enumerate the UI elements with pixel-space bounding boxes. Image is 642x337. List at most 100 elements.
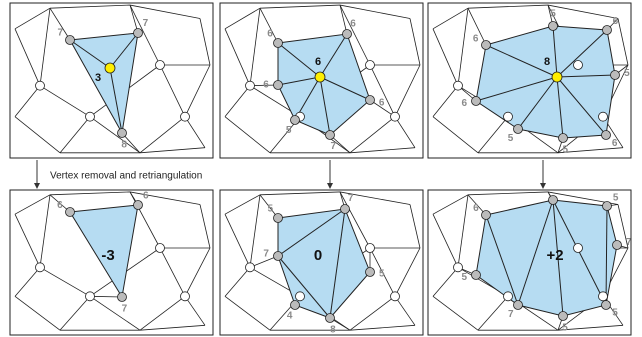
vertex <box>273 251 283 261</box>
vertex <box>513 124 523 134</box>
vertex <box>245 262 255 273</box>
edge <box>369 64 396 117</box>
degree-label: 5 <box>550 9 556 20</box>
edge <box>159 64 186 117</box>
vertex <box>601 300 611 310</box>
spoke <box>277 76 321 86</box>
edge <box>39 85 91 118</box>
edge <box>129 4 201 19</box>
vertex <box>325 313 335 323</box>
vertex <box>598 291 608 302</box>
spoke <box>556 29 608 78</box>
edge <box>39 194 51 268</box>
panel: 7 7 8 3 <box>9 2 214 159</box>
vertex <box>481 210 491 220</box>
vertex <box>558 133 568 143</box>
spoke <box>69 39 111 69</box>
panel-content: 6 5 6 5 6 5 5 6 8 <box>428 3 631 158</box>
degree-label: 8 <box>330 324 336 335</box>
vertex <box>548 195 558 205</box>
panel-label: 0 <box>314 247 322 264</box>
edge <box>605 205 608 306</box>
panel-label: 8 <box>544 56 550 68</box>
panel-label: -3 <box>101 247 114 264</box>
degree-label: 5 <box>612 308 618 319</box>
edge <box>457 8 469 86</box>
panel: 5 7 5 8 4 7 0 <box>219 189 424 336</box>
spoke <box>319 33 348 78</box>
degree-label: 6 <box>379 98 385 109</box>
edge <box>259 4 341 9</box>
removed-vertex <box>104 62 116 74</box>
degree-label: 5 <box>461 272 467 283</box>
vertex <box>365 95 375 105</box>
edge <box>394 116 416 148</box>
vertex <box>390 291 400 302</box>
panel-label: 3 <box>95 72 101 84</box>
panel-content: 6 6 7 -3 <box>10 190 213 335</box>
vertex <box>133 28 143 38</box>
edge <box>14 213 41 268</box>
vertex <box>290 300 300 310</box>
edge <box>49 4 131 9</box>
degree-label: 7 <box>348 193 354 204</box>
edge <box>224 7 261 30</box>
vertex <box>325 130 335 140</box>
edge <box>432 7 469 30</box>
vertex <box>35 262 45 273</box>
vertex <box>365 243 375 253</box>
degree-label: 7 <box>263 248 269 259</box>
vertex <box>273 213 283 223</box>
edge <box>617 18 629 66</box>
panel-frame <box>9 2 214 159</box>
edge <box>14 116 61 154</box>
vertex <box>481 40 491 50</box>
spoke <box>556 76 564 139</box>
caption: Vertex removal and retriangulation <box>50 171 202 182</box>
degree-label: 8 <box>121 139 127 150</box>
edge <box>39 8 51 86</box>
vertex <box>117 292 127 302</box>
removed-vertex <box>551 71 563 83</box>
edge <box>89 296 141 331</box>
edge <box>184 247 211 297</box>
degree-label: 5 <box>267 203 273 214</box>
edge <box>617 204 629 249</box>
vertex <box>290 115 300 125</box>
panel-label: 6 <box>315 56 321 68</box>
degree-label: 6 <box>473 34 479 45</box>
panel-content: 6 6 5 7 5 5 7 5 +2 <box>428 190 631 335</box>
edge <box>224 267 251 297</box>
vertex <box>340 204 350 214</box>
vertex <box>573 243 583 253</box>
shaded-region <box>69 204 139 299</box>
panel-frame <box>9 189 214 336</box>
edge <box>467 4 549 9</box>
edge <box>49 191 131 196</box>
degree-label: 6 <box>263 79 269 90</box>
removed-vertex <box>314 71 326 83</box>
spoke <box>517 76 558 130</box>
edge <box>184 116 206 148</box>
edge <box>394 296 416 326</box>
edge <box>432 296 479 331</box>
vertex <box>65 207 75 217</box>
edge <box>339 4 371 66</box>
edge <box>224 85 251 117</box>
panel-frame <box>219 2 424 159</box>
edge <box>249 255 279 268</box>
spoke <box>556 74 616 78</box>
degree-label: 6 <box>143 190 149 201</box>
vertex <box>453 262 463 273</box>
degree-label: 7 <box>122 303 128 314</box>
degree-label: 6 <box>461 98 467 109</box>
edge <box>432 28 459 86</box>
edge <box>432 85 459 117</box>
vertex <box>598 111 608 122</box>
vertex <box>573 60 583 70</box>
edge <box>14 296 61 331</box>
edge <box>547 4 619 19</box>
vertex <box>85 291 95 302</box>
vertex <box>245 80 255 91</box>
edge <box>394 247 421 297</box>
